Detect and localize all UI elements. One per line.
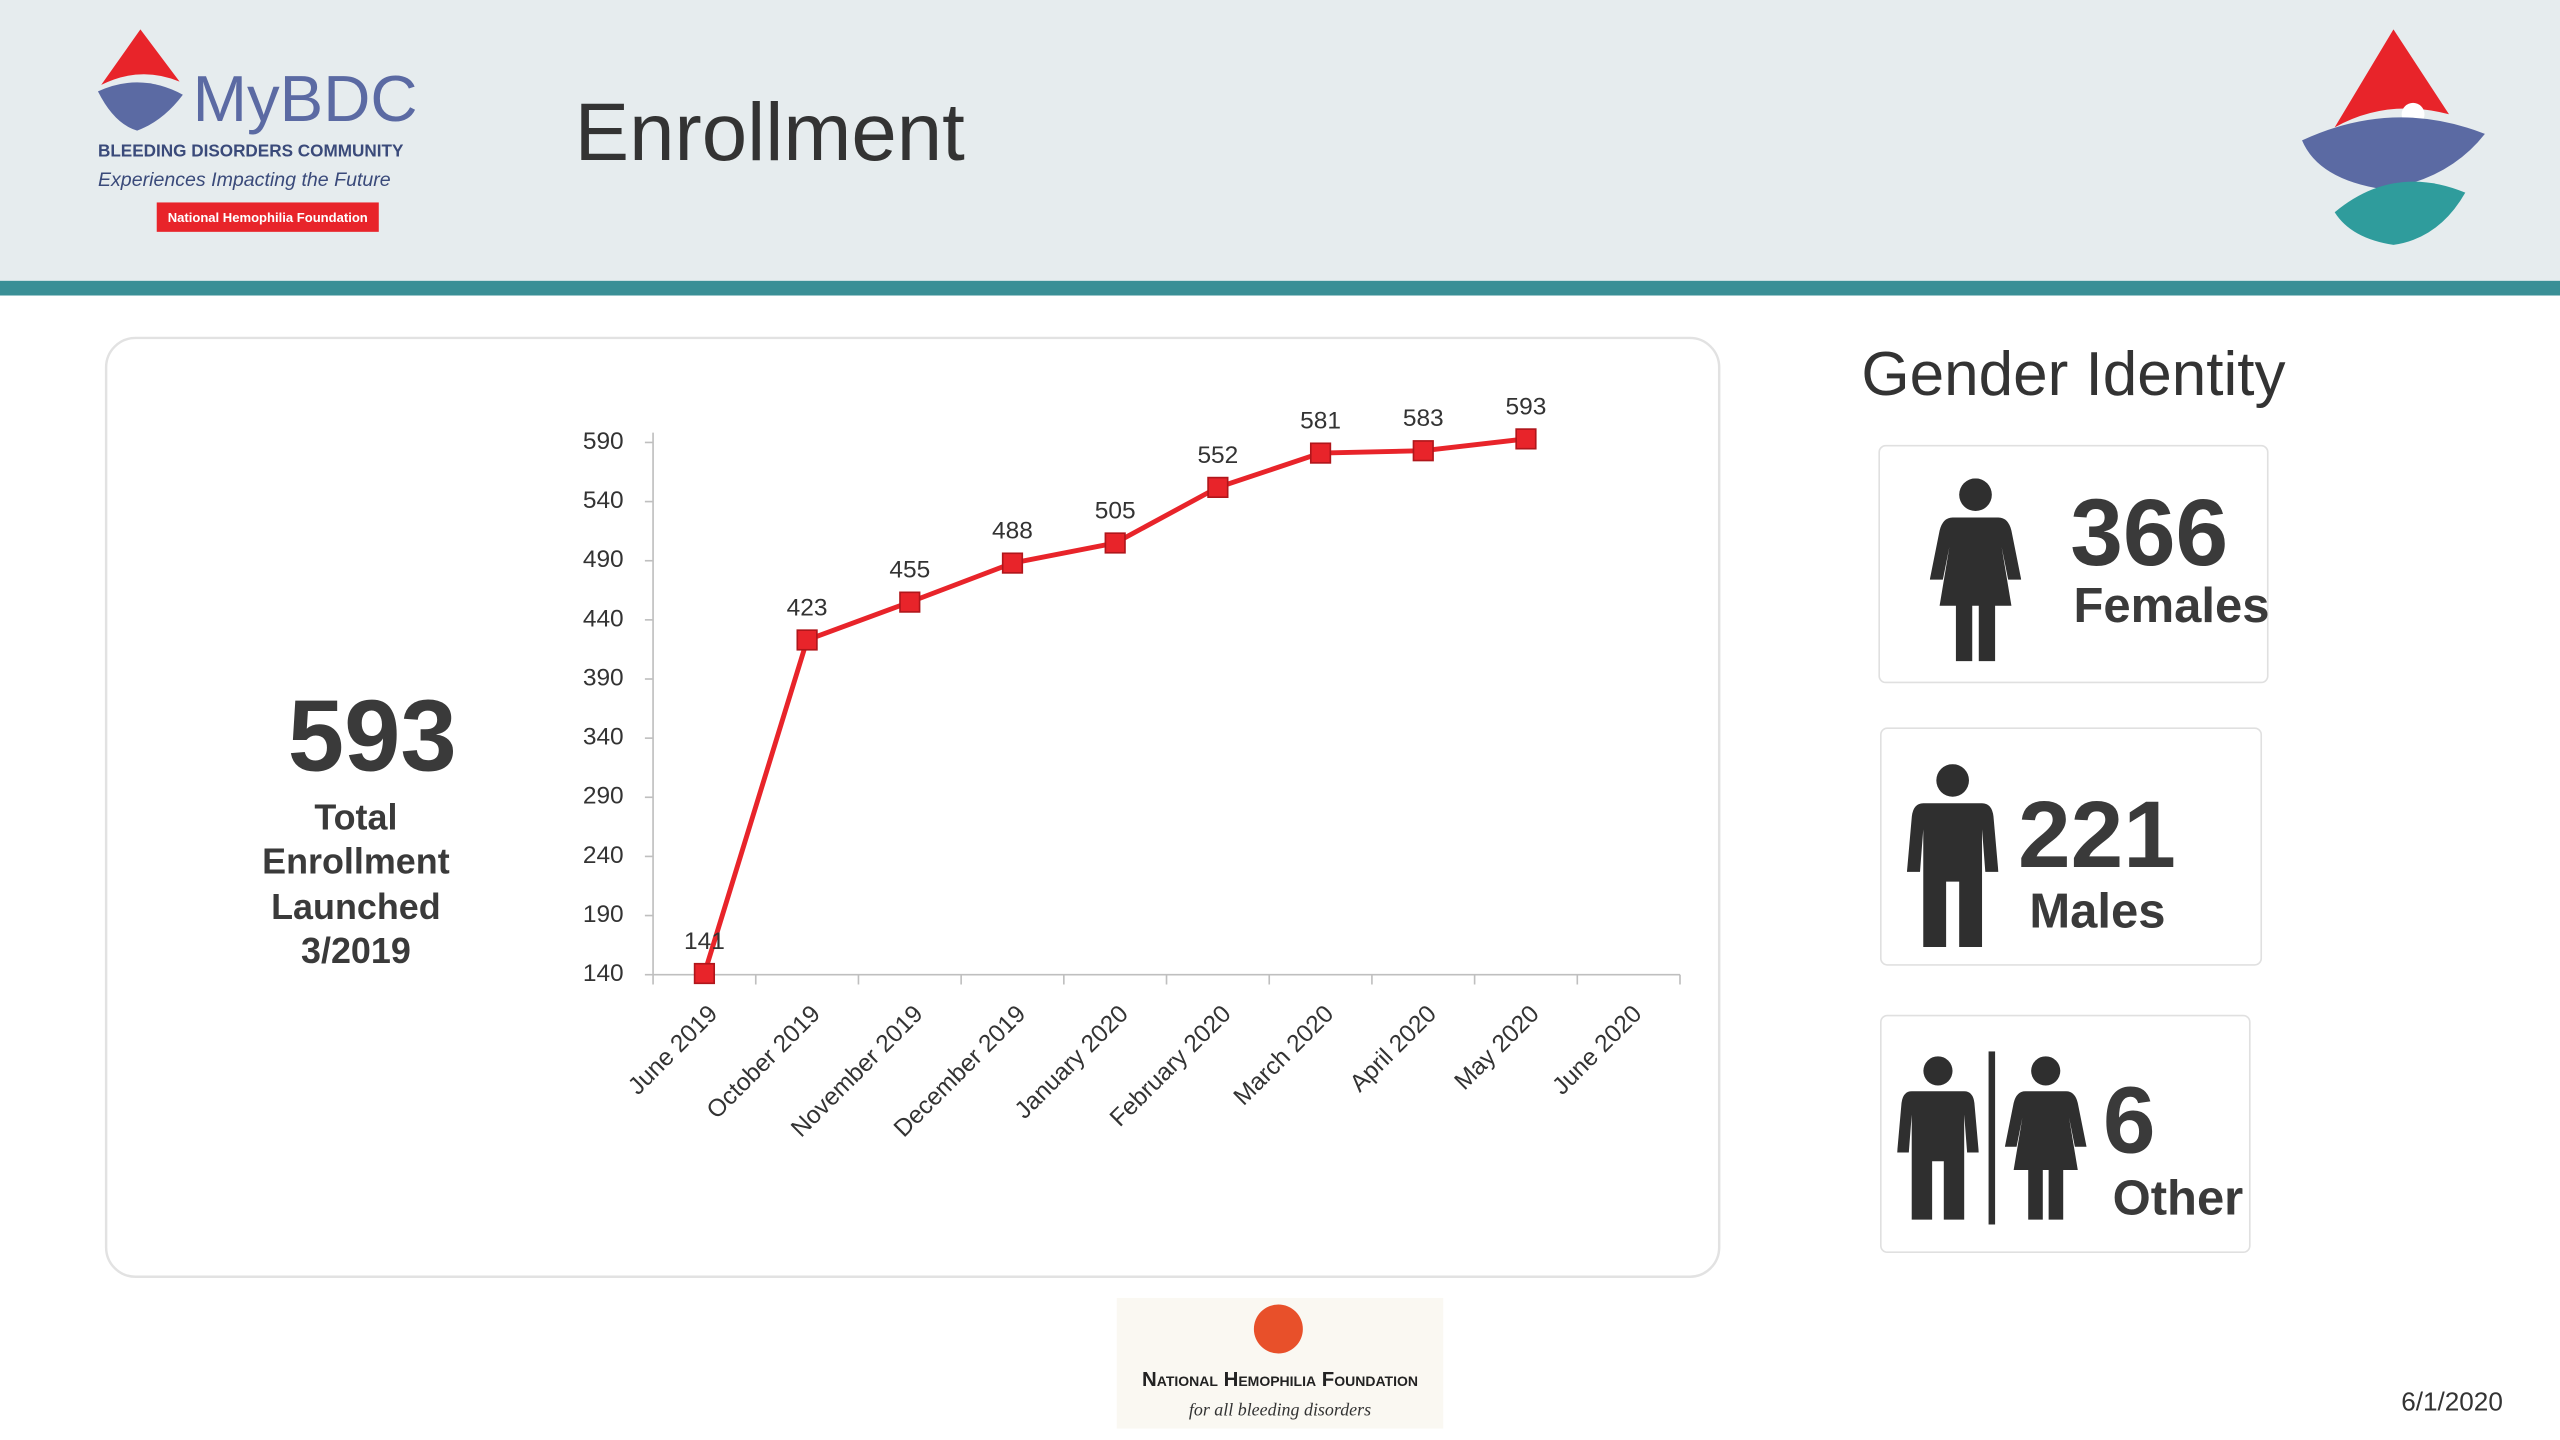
y-tick-label: 590 bbox=[583, 428, 624, 455]
header-rule bbox=[0, 280, 2560, 296]
logo-badge bbox=[156, 202, 379, 232]
data-label: 423 bbox=[787, 594, 828, 621]
gender-title: Gender Identity bbox=[1861, 340, 2285, 409]
y-tick-label: 340 bbox=[583, 724, 624, 751]
summary-line: Enrollment bbox=[262, 840, 450, 881]
corner-logo-mark bbox=[2302, 117, 2485, 190]
data-label: 583 bbox=[1403, 405, 1444, 432]
data-point bbox=[796, 629, 818, 651]
slide-date: 6/1/2020 bbox=[2401, 1387, 2503, 1417]
footer-logo: National Hemophilia Foundation for all b… bbox=[1116, 1297, 1444, 1429]
data-point bbox=[1104, 532, 1126, 554]
logo-name: MyBDC bbox=[193, 62, 418, 135]
footer-motto: for all bleeding disorders bbox=[1189, 1400, 1371, 1420]
data-point bbox=[1207, 476, 1229, 499]
y-tick-label: 490 bbox=[583, 546, 624, 573]
data-point bbox=[1412, 440, 1434, 462]
page-title: Enrollment bbox=[575, 87, 965, 178]
gender-count: 6 bbox=[2103, 1068, 2156, 1174]
y-tick-label: 390 bbox=[583, 664, 624, 691]
corner-logo-mark bbox=[2334, 181, 2466, 245]
corner-logo bbox=[2302, 29, 2485, 245]
logo-tagline: Experiences Impacting the Future bbox=[98, 169, 391, 191]
footer-logo-mark bbox=[1253, 1304, 1303, 1354]
data-point bbox=[1515, 428, 1537, 450]
gender-count: 366 bbox=[2070, 480, 2228, 586]
y-tick-label: 540 bbox=[583, 487, 624, 514]
data-point bbox=[1001, 552, 1024, 574]
gender-count: 221 bbox=[2018, 782, 2176, 888]
summary-line: Total bbox=[314, 796, 397, 837]
summary-line: 3/2019 bbox=[301, 930, 411, 971]
data-point bbox=[1309, 442, 1332, 464]
footer-org: National Hemophilia Foundation bbox=[1142, 1369, 1418, 1391]
y-tick-label: 240 bbox=[583, 842, 624, 869]
gender-label: Other bbox=[2113, 1172, 2244, 1226]
data-label: 141 bbox=[684, 928, 725, 955]
data-label: 593 bbox=[1506, 393, 1547, 420]
gender-label: Males bbox=[2029, 884, 2165, 938]
data-point bbox=[693, 962, 716, 985]
divider bbox=[1988, 1051, 1996, 1225]
y-tick-label: 140 bbox=[583, 960, 624, 987]
y-tick-label: 290 bbox=[583, 783, 624, 810]
data-label: 505 bbox=[1095, 497, 1136, 524]
gender-label: Females bbox=[2073, 579, 2269, 633]
y-tick-label: 190 bbox=[583, 901, 624, 928]
data-label: 488 bbox=[992, 518, 1033, 545]
summary-total: 593 bbox=[288, 680, 457, 793]
data-label: 581 bbox=[1300, 408, 1341, 435]
data-label: 455 bbox=[889, 557, 930, 584]
y-tick-label: 440 bbox=[583, 605, 624, 632]
data-point bbox=[899, 591, 921, 613]
logo-mark bbox=[101, 29, 180, 85]
header-band bbox=[0, 0, 2560, 281]
logo-mark bbox=[97, 82, 183, 131]
data-label: 552 bbox=[1197, 442, 1238, 469]
chart-card bbox=[104, 336, 1721, 1278]
corner-logo-mark bbox=[2334, 29, 2449, 128]
summary-line: Launched bbox=[271, 886, 441, 927]
logo: MyBDC BLEEDING DISORDERS COMMUNITY Exper… bbox=[97, 29, 418, 232]
logo-badge-text: National Hemophilia Foundation bbox=[168, 210, 368, 225]
logo-community: BLEEDING DISORDERS COMMUNITY bbox=[98, 141, 404, 161]
